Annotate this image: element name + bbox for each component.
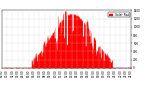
Legend: Solar Rad: Solar Rad — [108, 12, 130, 17]
